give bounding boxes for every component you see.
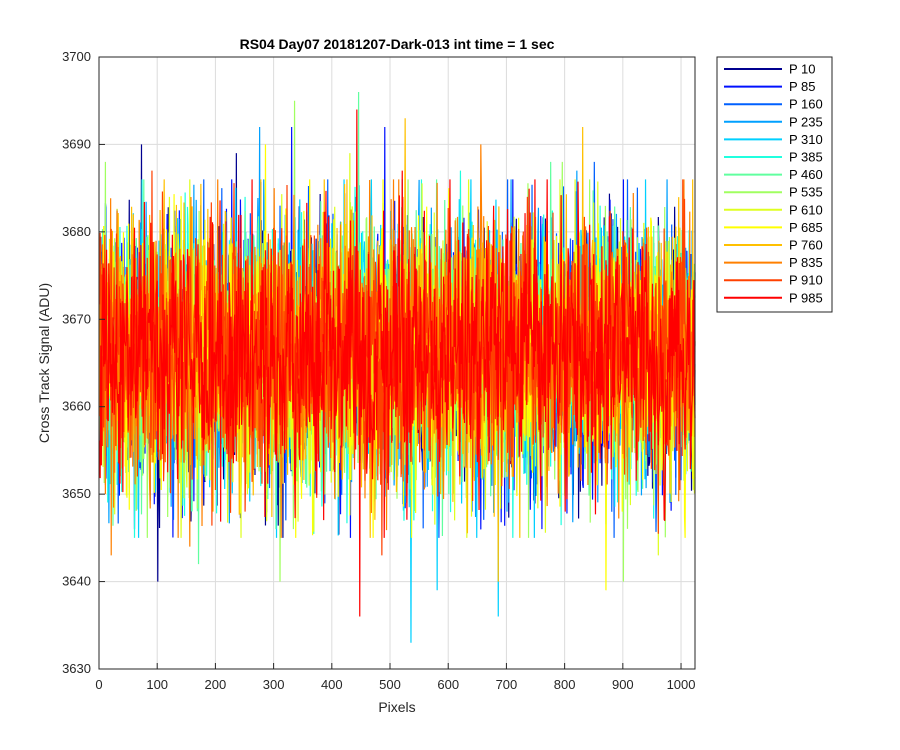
legend-label: P 535 (789, 185, 823, 200)
legend-label: P 835 (789, 255, 823, 270)
legend-items: P 10 P 85 P 160 P 235 P 310 P 385 P 460 P 535 P … (724, 62, 823, 305)
x-tick-label: 300 (263, 677, 285, 692)
legend-label: P 985 (789, 290, 823, 305)
x-tick-label: 500 (379, 677, 401, 692)
y-tick-label: 3630 (62, 661, 91, 676)
plot-frame (98, 56, 696, 670)
legend: P 10 P 85 P 160 P 235 P 310 P 385 P 460 P 535 P … (716, 56, 833, 313)
x-tick-label: 100 (146, 677, 168, 692)
axis-ticks: 0 100 200 300 400 500 600 700 800 900 1000 3630 3640… (62, 49, 695, 692)
x-tick-label: 1000 (667, 677, 696, 692)
legend-label: P 160 (789, 97, 823, 112)
series-line-p-985 (98, 109, 696, 617)
x-tick-label: 400 (321, 677, 343, 692)
x-tick-label: 200 (205, 677, 227, 692)
x-tick-label: 800 (554, 677, 576, 692)
x-tick-label: 0 (95, 677, 102, 692)
y-tick-label: 3700 (62, 49, 91, 64)
legend-label: P 235 (789, 114, 823, 129)
legend-label: P 385 (789, 150, 823, 165)
x-axis-label: Pixels (378, 699, 415, 715)
y-tick-label: 3640 (62, 574, 91, 589)
y-axis-label: Cross Track Signal (ADU) (36, 283, 52, 443)
legend-label: P 85 (789, 79, 816, 94)
series-lines (98, 91, 696, 643)
chart-title: RS04 Day07 20181207-Dark-013 int time = … (240, 36, 555, 52)
y-tick-label: 3660 (62, 399, 91, 414)
legend-label: P 685 (789, 220, 823, 235)
y-tick-label: 3690 (62, 136, 91, 151)
plot-area (98, 56, 696, 670)
legend-label: P 760 (789, 238, 823, 253)
legend-label: P 610 (789, 202, 823, 217)
legend-box (716, 56, 833, 313)
legend-label: P 910 (789, 273, 823, 288)
y-tick-label: 3650 (62, 486, 91, 501)
y-tick-label: 3670 (62, 311, 91, 326)
legend-label: P 310 (789, 132, 823, 147)
x-tick-label: 900 (612, 677, 634, 692)
legend-label: P 460 (789, 167, 823, 182)
legend-label: P 10 (789, 62, 816, 77)
x-tick-label: 600 (437, 677, 459, 692)
x-tick-label: 700 (496, 677, 518, 692)
y-tick-label: 3680 (62, 224, 91, 239)
